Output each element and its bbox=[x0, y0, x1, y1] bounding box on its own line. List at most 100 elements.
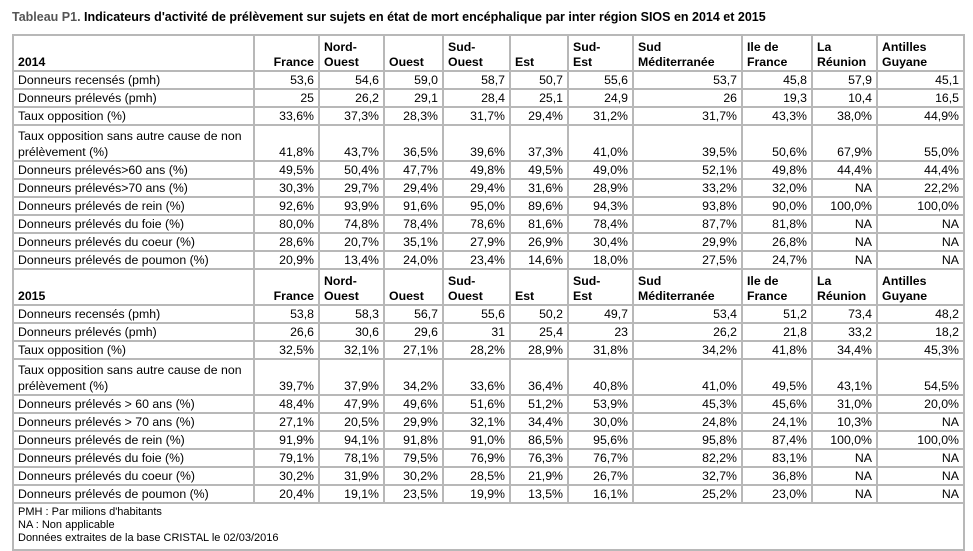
table-cell: 35,1% bbox=[383, 232, 444, 252]
table-cell: 44,9% bbox=[876, 106, 965, 126]
row-label: Donneurs prélevés de rein (%) bbox=[12, 430, 255, 450]
table-cell: 41,0% bbox=[632, 358, 743, 396]
table-cell: 54,5% bbox=[876, 358, 965, 396]
table-cell: 30,6 bbox=[318, 322, 385, 342]
column-header-line: Sud- bbox=[448, 274, 476, 288]
table-cell: 43,3% bbox=[741, 106, 813, 126]
table-caption: Indicateurs d'activité de prélèvement su… bbox=[80, 10, 766, 24]
table-cell: 26,8% bbox=[741, 232, 813, 252]
column-header-line: Méditerranée bbox=[638, 55, 715, 69]
table-cell: 36,4% bbox=[509, 358, 569, 396]
column-header-line: Est bbox=[515, 289, 535, 303]
table-cell: 54,6 bbox=[318, 70, 385, 90]
column-header-line: Ouest bbox=[448, 289, 483, 303]
table-cell: 41,0% bbox=[567, 124, 634, 162]
table-row: Donneurs prélevés>60 ans (%) 49,5% 50,4% 47… bbox=[12, 160, 965, 180]
table-cell: 41,8% bbox=[741, 340, 813, 360]
table-cell: 95,0% bbox=[442, 196, 511, 216]
row-label: Donneurs recensés (pmh) bbox=[12, 70, 255, 90]
table-cell: NA bbox=[876, 412, 965, 432]
table-row: Taux opposition (%) 33,6% 37,3% 28,3% 31,7% 2… bbox=[12, 106, 965, 126]
table-cell: 45,3% bbox=[876, 340, 965, 360]
table-cell: 34,4% bbox=[509, 412, 569, 432]
column-header: Sud- Est bbox=[567, 34, 634, 72]
table-cell: 37,9% bbox=[318, 358, 385, 396]
column-header: La Réunion bbox=[811, 34, 878, 72]
table-number: Tableau P1. bbox=[12, 10, 81, 24]
table-cell: 33,2% bbox=[632, 178, 743, 198]
column-header-line: Ouest bbox=[389, 55, 424, 69]
column-header-line: France bbox=[273, 55, 314, 69]
row-label: Taux opposition sans autre cause de non … bbox=[12, 124, 255, 162]
table-cell: 32,0% bbox=[741, 178, 813, 198]
table-cell: 49,7 bbox=[567, 304, 634, 324]
table-cell: 31,7% bbox=[632, 106, 743, 126]
table-cell: 19,3 bbox=[741, 88, 813, 108]
table-cell: 100,0% bbox=[876, 430, 965, 450]
column-header-line: Ouest bbox=[448, 55, 483, 69]
table-cell: 30,2% bbox=[253, 466, 320, 486]
table-cell: 20,5% bbox=[318, 412, 385, 432]
column-header-line: La bbox=[817, 274, 832, 288]
column-header: Antilles Guyane bbox=[876, 34, 965, 72]
header-row-2015: 2015 France Nord- Ouest Ouest Sud- Ouest Est Sud… bbox=[12, 268, 965, 306]
column-header-line: Ouest bbox=[389, 289, 424, 303]
table-cell: 51,2% bbox=[509, 394, 569, 414]
row-label: Taux opposition sans autre cause de non … bbox=[12, 358, 255, 396]
table-cell: NA bbox=[876, 466, 965, 486]
column-header: Sud- Ouest bbox=[442, 268, 511, 306]
table-cell: 53,7 bbox=[632, 70, 743, 90]
table-cell: 73,4 bbox=[811, 304, 878, 324]
table-cell: 39,5% bbox=[632, 124, 743, 162]
column-header-line: Nord- bbox=[324, 40, 357, 54]
table-cell: 50,2 bbox=[509, 304, 569, 324]
table-cell: 20,4% bbox=[253, 484, 320, 504]
table-cell: 31,6% bbox=[509, 178, 569, 198]
table-cell: 13,5% bbox=[509, 484, 569, 504]
table-cell: 58,7 bbox=[442, 70, 511, 90]
table-cell: NA bbox=[811, 214, 878, 234]
row-label: Donneurs prélevés > 60 ans (%) bbox=[12, 394, 255, 414]
table-cell: 29,6 bbox=[383, 322, 444, 342]
year-header: 2014 bbox=[12, 34, 255, 72]
table-cell: 29,4% bbox=[383, 178, 444, 198]
table-cell: 36,8% bbox=[741, 466, 813, 486]
table-cell: 45,6% bbox=[741, 394, 813, 414]
table-cell: 27,1% bbox=[253, 412, 320, 432]
table-cell: NA bbox=[811, 232, 878, 252]
table-cell: 28,4 bbox=[442, 88, 511, 108]
table-cell: 26,2 bbox=[318, 88, 385, 108]
table-cell: 29,1 bbox=[383, 88, 444, 108]
table-cell: 26,2 bbox=[632, 322, 743, 342]
table-cell: 38,0% bbox=[811, 106, 878, 126]
table-cell: 23,0% bbox=[741, 484, 813, 504]
column-header-line: Ile de bbox=[747, 274, 779, 288]
table-cell: 25,2% bbox=[632, 484, 743, 504]
table-cell: NA bbox=[876, 484, 965, 504]
table-cell: 93,8% bbox=[632, 196, 743, 216]
table-cell: 14,6% bbox=[509, 250, 569, 270]
table-cell: 67,9% bbox=[811, 124, 878, 162]
column-header: Sud- Est bbox=[567, 268, 634, 306]
table-cell: 94,3% bbox=[567, 196, 634, 216]
table-cell: 26,7% bbox=[567, 466, 634, 486]
table-cell: 48,2 bbox=[876, 304, 965, 324]
table-cell: 37,3% bbox=[509, 124, 569, 162]
table-cell: 43,1% bbox=[811, 358, 878, 396]
column-header-line: Ile de bbox=[747, 40, 779, 54]
column-header-line: France bbox=[273, 289, 314, 303]
table-row: Donneurs prélevés > 60 ans (%) 48,4% 47,9%… bbox=[12, 394, 965, 414]
table-cell: 24,8% bbox=[632, 412, 743, 432]
table-cell: 49,5% bbox=[741, 358, 813, 396]
table-row: Donneurs prélevés de poumon (%) 20,9% 13,4… bbox=[12, 250, 965, 270]
table-cell: 47,9% bbox=[318, 394, 385, 414]
row-label: Donneurs recensés (pmh) bbox=[12, 304, 255, 324]
row-label: Donneurs prélevés > 70 ans (%) bbox=[12, 412, 255, 432]
table-cell: 81,6% bbox=[509, 214, 569, 234]
table-cell: 25,4 bbox=[509, 322, 569, 342]
table-cell: 76,3% bbox=[509, 448, 569, 468]
table-cell: 28,2% bbox=[442, 340, 511, 360]
column-header-line: Antilles bbox=[882, 40, 927, 54]
column-header-line: Antilles bbox=[882, 274, 927, 288]
table-cell: NA bbox=[811, 448, 878, 468]
